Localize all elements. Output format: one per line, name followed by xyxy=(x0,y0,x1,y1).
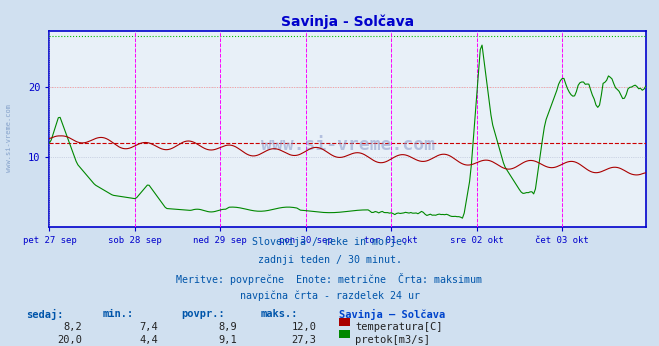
Text: maks.:: maks.: xyxy=(260,309,298,319)
Text: Savinja – Solčava: Savinja – Solčava xyxy=(339,309,445,320)
Text: povpr.:: povpr.: xyxy=(181,309,225,319)
Text: Slovenija / reke in morje.: Slovenija / reke in morje. xyxy=(252,237,407,247)
Text: 8,2: 8,2 xyxy=(64,322,82,333)
Text: 20,0: 20,0 xyxy=(57,335,82,345)
Text: zadnji teden / 30 minut.: zadnji teden / 30 minut. xyxy=(258,255,401,265)
Text: sedaj:: sedaj: xyxy=(26,309,64,320)
Text: www.si-vreme.com: www.si-vreme.com xyxy=(5,104,12,172)
Text: 7,4: 7,4 xyxy=(140,322,158,333)
Text: 9,1: 9,1 xyxy=(219,335,237,345)
Text: www.si-vreme.com: www.si-vreme.com xyxy=(260,136,435,154)
Title: Savinja - Solčava: Savinja - Solčava xyxy=(281,14,415,29)
Text: 4,4: 4,4 xyxy=(140,335,158,345)
Text: temperatura[C]: temperatura[C] xyxy=(355,322,443,333)
Text: 27,3: 27,3 xyxy=(291,335,316,345)
Text: 8,9: 8,9 xyxy=(219,322,237,333)
Text: pretok[m3/s]: pretok[m3/s] xyxy=(355,335,430,345)
Text: min.:: min.: xyxy=(102,309,133,319)
Text: Meritve: povprečne  Enote: metrične  Črta: maksimum: Meritve: povprečne Enote: metrične Črta:… xyxy=(177,273,482,285)
Text: 12,0: 12,0 xyxy=(291,322,316,333)
Text: navpična črta - razdelek 24 ur: navpična črta - razdelek 24 ur xyxy=(239,291,420,301)
